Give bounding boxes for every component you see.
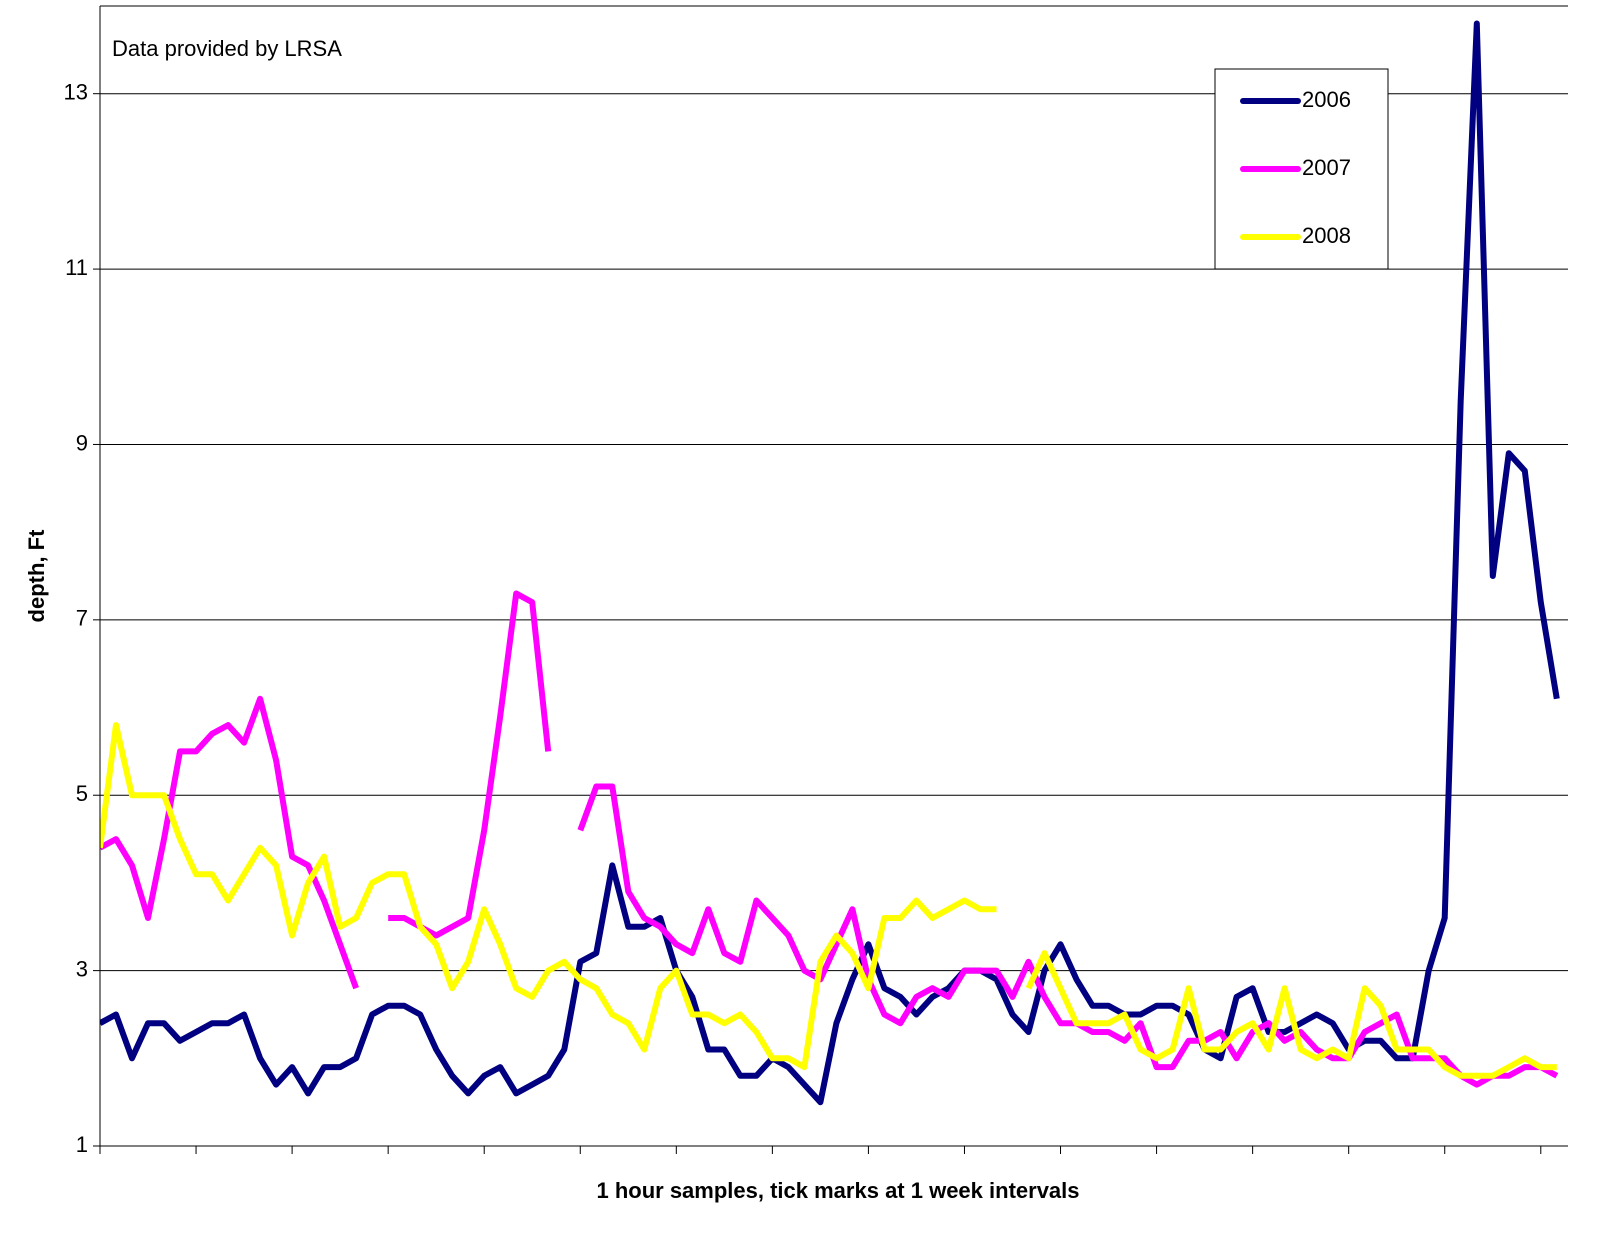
grid <box>100 93 1568 1147</box>
y-tick-label: 13 <box>64 80 88 105</box>
legend-label: 2008 <box>1302 223 1351 248</box>
y-tick-label: 5 <box>76 781 88 806</box>
y-axis-label: depth, Ft <box>24 529 49 623</box>
series-line <box>100 722 1557 1079</box>
y-tick-label: 11 <box>65 255 88 280</box>
legend-label: 2006 <box>1302 87 1351 112</box>
legend: 2006 2007 2008 <box>1214 68 1389 270</box>
series-line <box>100 20 1560 1106</box>
plot-area <box>100 20 1560 1106</box>
legend-label: 2007 <box>1302 155 1351 180</box>
x-axis-label: 1 hour samples, tick marks at 1 week int… <box>596 1178 1079 1203</box>
y-tick-label: 7 <box>76 606 88 631</box>
series-line <box>100 590 1559 1088</box>
y-tick-label: 3 <box>76 956 88 981</box>
y-tick-label: 1 <box>76 1132 88 1157</box>
y-tick-label: 9 <box>76 430 88 455</box>
annotation: Data provided by LRSA <box>112 36 342 61</box>
